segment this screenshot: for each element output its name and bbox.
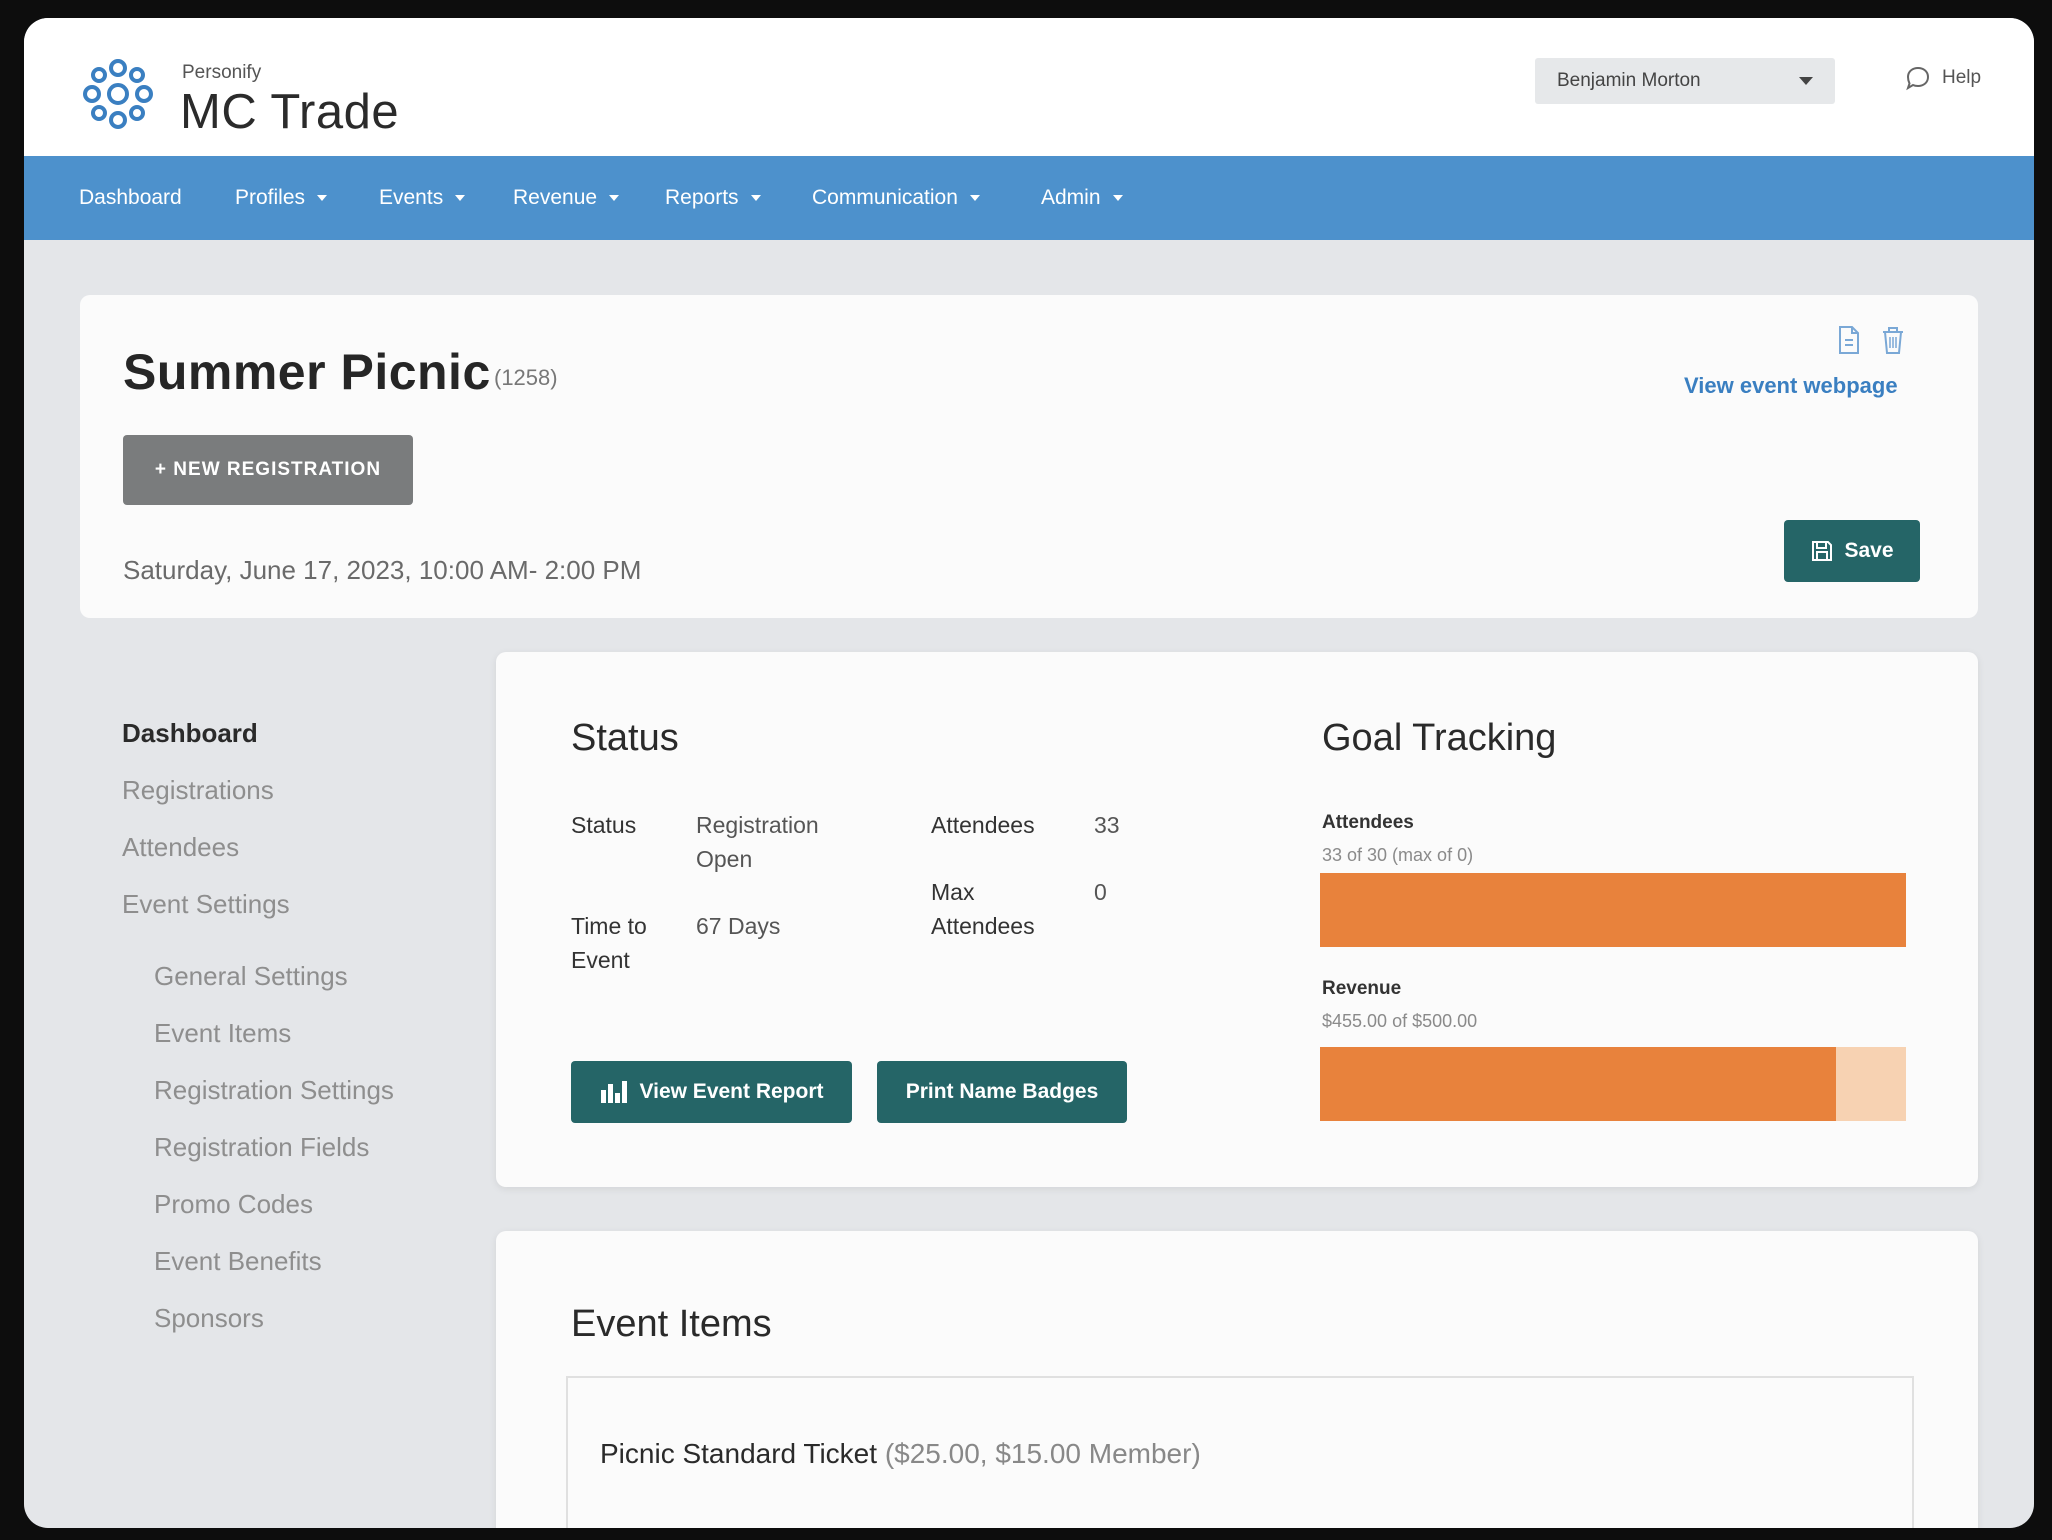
goal-attendees-subtext: 33 of 30 (max of 0) xyxy=(1322,845,1474,865)
event-date: Saturday, June 17, 2023, 10:00 AM- 2:00 … xyxy=(123,555,642,585)
caret-down-icon xyxy=(750,195,761,201)
sidebar-item-registration-settings[interactable]: Registration Settings xyxy=(154,1075,394,1105)
event-items-card: Event Items Picnic Standard Ticket ($25.… xyxy=(496,1231,1978,1528)
goal-revenue-label: Revenue xyxy=(1322,978,1402,999)
nav-label: Revenue xyxy=(513,186,598,209)
bar-chart-icon xyxy=(600,1081,627,1103)
max-attendees-label: Max Attendees xyxy=(931,875,1035,943)
sidebar-item-event-items[interactable]: Event Items xyxy=(154,1018,292,1048)
personify-logo-icon xyxy=(83,59,153,129)
document-icon[interactable] xyxy=(1836,325,1862,355)
time-label-line: Event xyxy=(571,947,630,973)
sidebar-item-attendees[interactable]: Attendees xyxy=(122,832,240,862)
event-header-card: Summer Picnic (1258) + NEW REGISTRATION … xyxy=(80,295,1978,618)
event-item-title: Picnic Standard Ticket ($25.00, $15.00 M… xyxy=(600,1438,1201,1470)
nav-label: Communication xyxy=(812,186,958,209)
event-item-price: ($25.00, $15.00 Member) xyxy=(884,1438,1201,1469)
logo-app-name: MC Trade xyxy=(180,85,400,139)
nav-communication[interactable]: Communication xyxy=(812,156,980,240)
nav-label: Reports xyxy=(665,186,739,209)
nav-dashboard[interactable]: Dashboard xyxy=(79,156,182,240)
print-name-badges-label: Print Name Badges xyxy=(905,1080,1099,1103)
max-label-line: Attendees xyxy=(931,913,1035,939)
caret-down-icon xyxy=(317,195,328,201)
revenue-progress-bar xyxy=(1320,1047,1906,1121)
event-title: Summer Picnic xyxy=(123,344,491,400)
nav-label: Admin xyxy=(1041,186,1101,209)
max-attendees-value: 0 xyxy=(1094,879,1107,905)
nav-revenue[interactable]: Revenue xyxy=(513,156,620,240)
time-label-line: Time to xyxy=(571,913,647,939)
max-label-line: Max xyxy=(931,879,975,905)
help-link[interactable]: Help xyxy=(1904,64,1981,92)
main-nav: Dashboard Profiles Events Revenue Report… xyxy=(24,156,2034,240)
save-icon xyxy=(1812,541,1833,561)
sidebar-item-registrations[interactable]: Registrations xyxy=(122,775,274,805)
sidebar-item-event-settings[interactable]: Event Settings xyxy=(122,889,290,919)
view-event-report-label: View Event Report xyxy=(639,1080,824,1103)
event-items-heading: Event Items xyxy=(571,1303,772,1345)
sidebar-item-dashboard[interactable]: Dashboard xyxy=(122,718,258,748)
nav-events[interactable]: Events xyxy=(379,156,466,240)
event-item-name: Picnic Standard Ticket xyxy=(600,1438,878,1469)
goal-tracking-heading: Goal Tracking xyxy=(1322,717,1557,759)
status-heading: Status xyxy=(571,717,679,759)
nav-admin[interactable]: Admin xyxy=(1041,156,1123,240)
sidebar-item-event-benefits[interactable]: Event Benefits xyxy=(154,1246,322,1276)
nav-reports[interactable]: Reports xyxy=(665,156,761,240)
view-event-report-button[interactable]: View Event Report xyxy=(571,1061,852,1123)
logo[interactable]: Personify MC Trade xyxy=(78,36,408,139)
event-item-card: Picnic Standard Ticket ($25.00, $15.00 M… xyxy=(566,1376,1914,1528)
revenue-progress-fill xyxy=(1320,1047,1836,1121)
sidebar-item-promo-codes[interactable]: Promo Codes xyxy=(154,1189,313,1219)
time-to-event-value: 67 Days xyxy=(696,913,781,939)
event-id: (1258) xyxy=(494,365,558,390)
sidebar-item-general-settings[interactable]: General Settings xyxy=(154,961,348,991)
user-dropdown[interactable]: Benjamin Morton xyxy=(1535,58,1835,104)
logo-brand-small: Personify xyxy=(182,62,262,83)
save-button[interactable]: Save xyxy=(1784,520,1920,582)
sidebar-item-sponsors[interactable]: Sponsors xyxy=(154,1303,264,1333)
print-name-badges-button[interactable]: Print Name Badges xyxy=(877,1061,1127,1123)
caret-down-icon xyxy=(455,195,466,201)
status-value: Registration Open xyxy=(696,808,819,876)
time-to-event-label: Time to Event xyxy=(571,909,647,977)
save-label: Save xyxy=(1844,539,1894,562)
status-value-line: Open xyxy=(696,846,753,872)
new-registration-label: + NEW REGISTRATION xyxy=(154,459,382,480)
goal-revenue-subtext: $455.00 of $500.00 xyxy=(1322,1011,1478,1031)
top-header: Personify MC Trade Benjamin Morton Help xyxy=(24,18,2034,156)
chat-bubble-icon xyxy=(1906,66,1930,91)
app-window: Personify MC Trade Benjamin Morton Help … xyxy=(24,18,2034,1528)
nav-label: Dashboard xyxy=(79,186,182,209)
status-label: Status xyxy=(571,812,637,838)
trash-icon[interactable] xyxy=(1880,325,1906,355)
attendees-value: 33 xyxy=(1094,812,1120,838)
attendees-progress-fill xyxy=(1320,873,1906,947)
chevron-down-icon xyxy=(1799,77,1813,85)
status-value-line: Registration xyxy=(696,812,819,838)
caret-down-icon xyxy=(969,195,980,201)
attendees-label: Attendees xyxy=(931,812,1035,838)
nav-profiles[interactable]: Profiles xyxy=(235,156,328,240)
help-label: Help xyxy=(1942,67,1982,88)
caret-down-icon xyxy=(1112,195,1123,201)
caret-down-icon xyxy=(609,195,620,201)
goal-attendees-label: Attendees xyxy=(1322,812,1414,833)
user-name: Benjamin Morton xyxy=(1557,70,1701,91)
attendees-progress-bar xyxy=(1320,873,1906,947)
nav-label: Events xyxy=(379,186,444,209)
nav-label: Profiles xyxy=(235,186,306,209)
view-event-webpage-link[interactable]: View event webpage xyxy=(1684,373,1898,398)
status-card: Status Status Registration Open Time to … xyxy=(496,652,1978,1187)
new-registration-button[interactable]: + NEW REGISTRATION xyxy=(123,435,413,505)
sidebar-item-registration-fields[interactable]: Registration Fields xyxy=(154,1132,370,1162)
